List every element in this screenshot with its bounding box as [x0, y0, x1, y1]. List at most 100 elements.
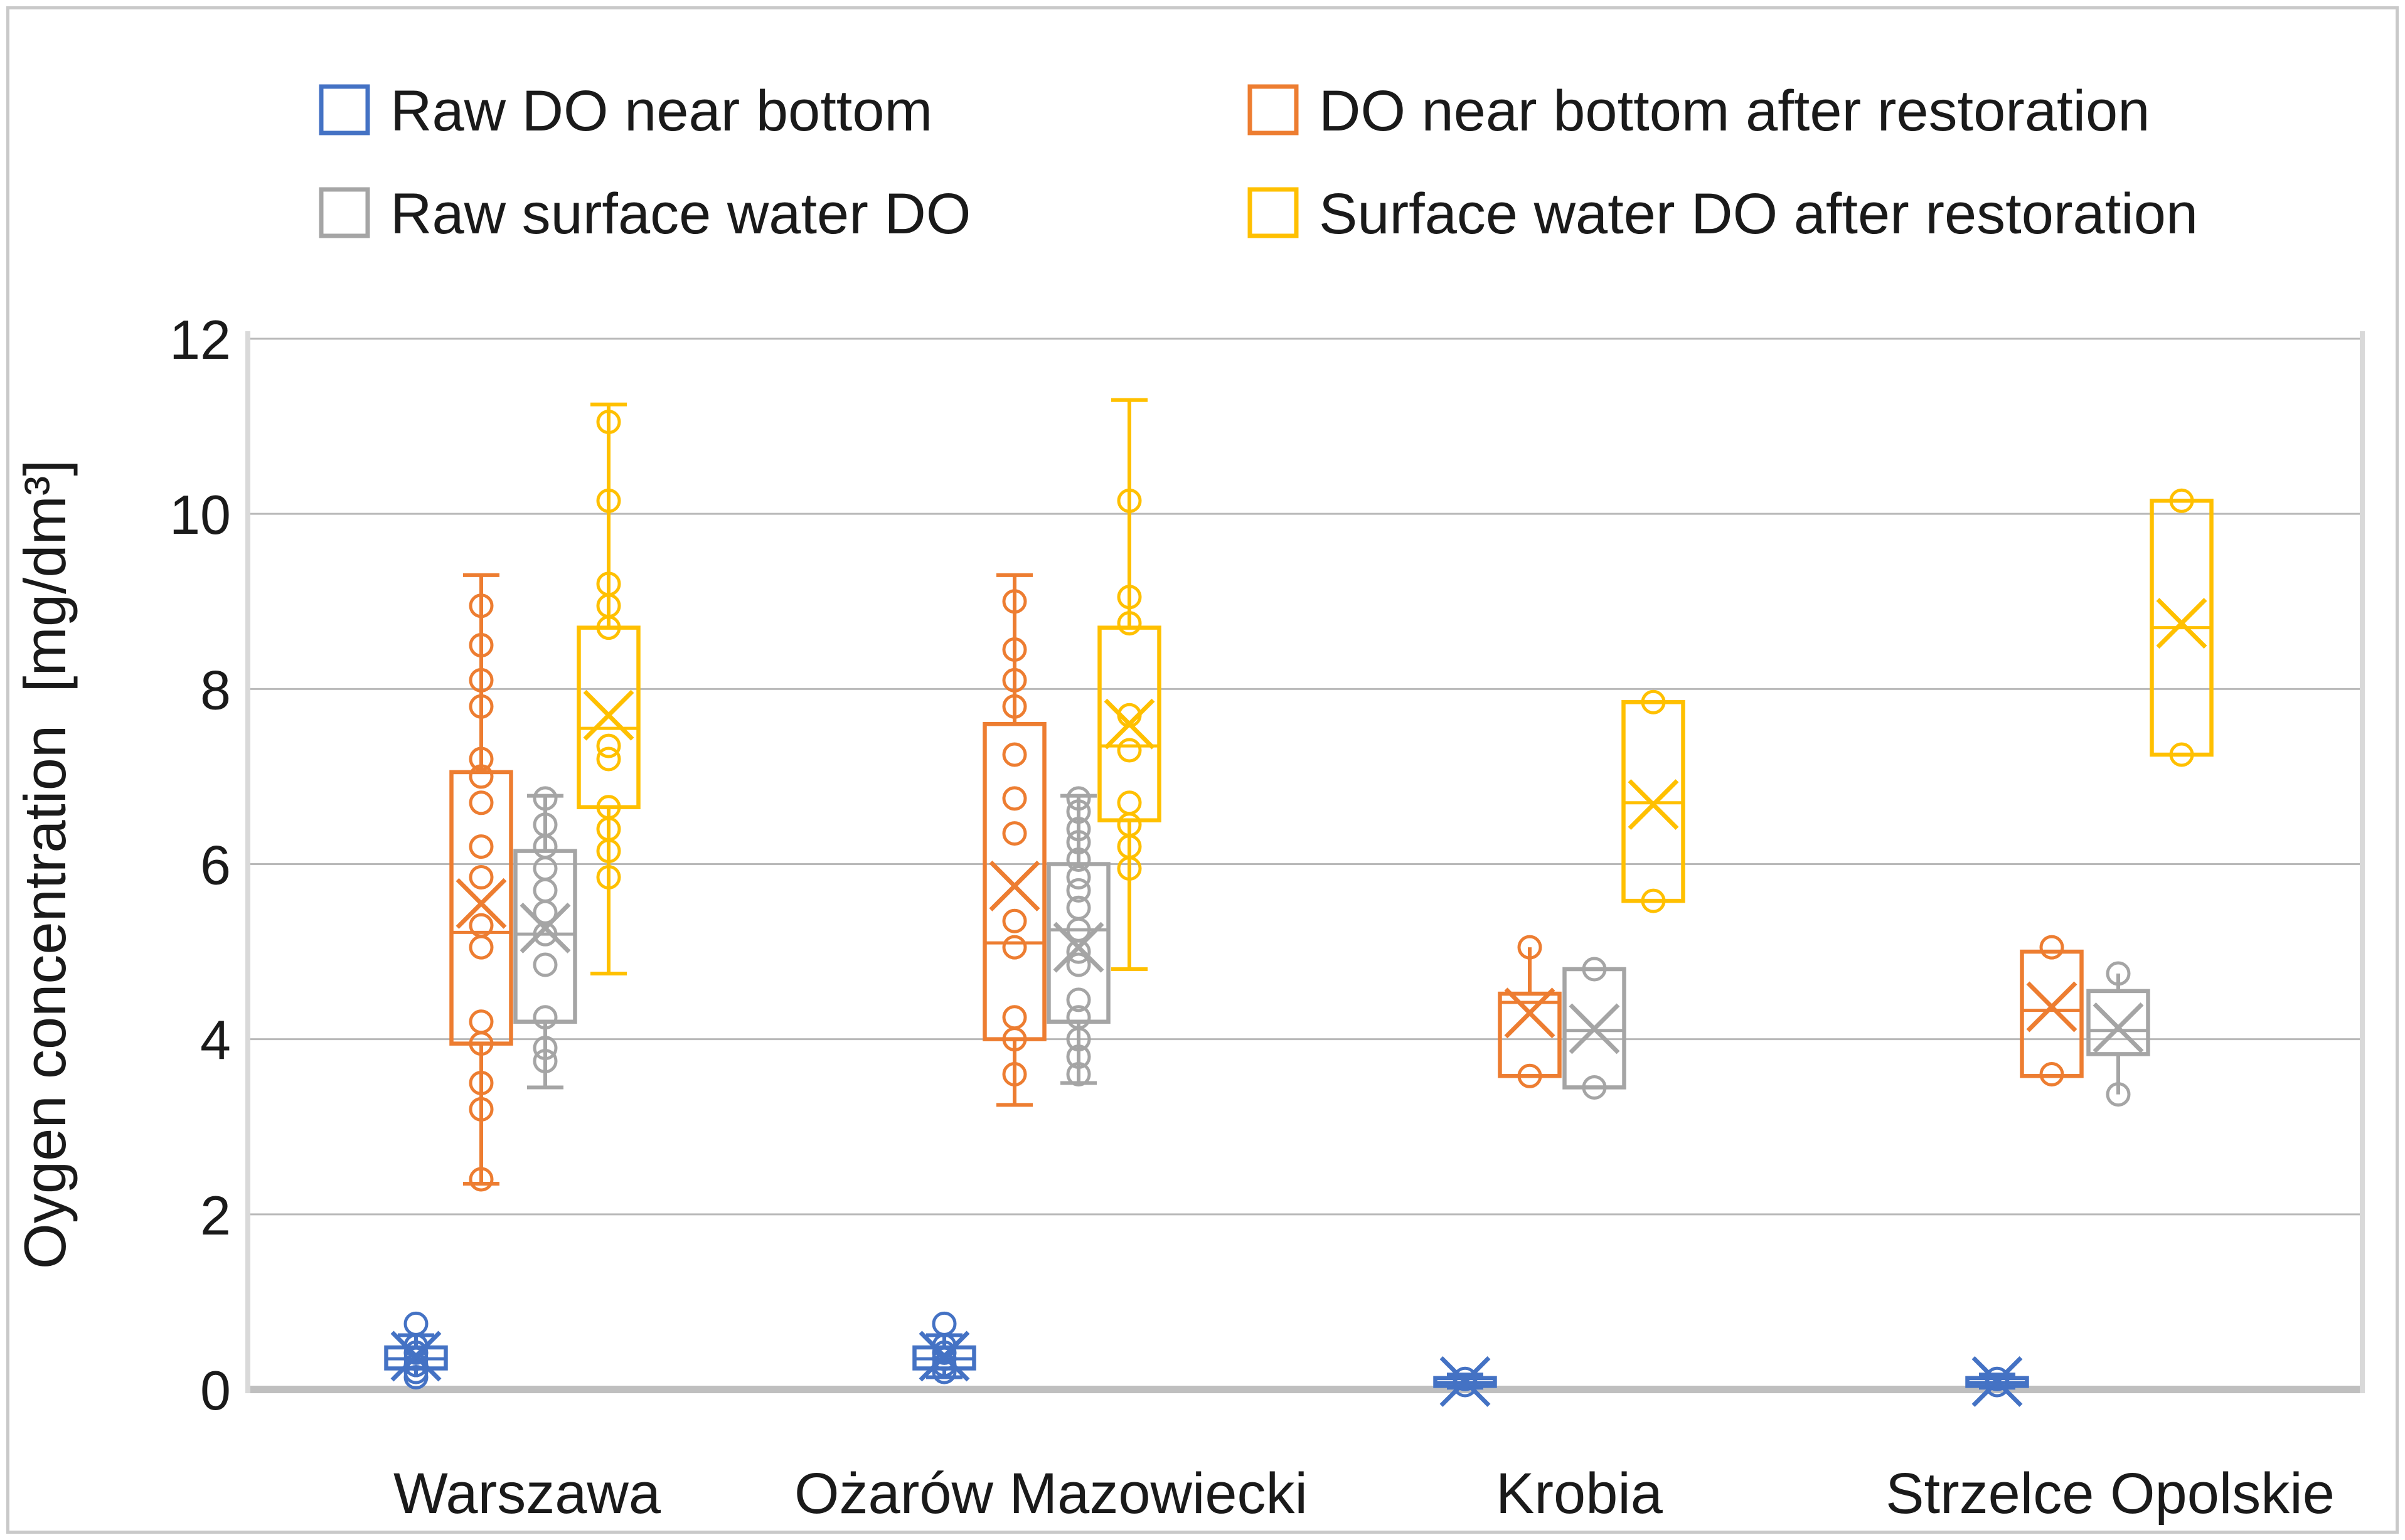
data-point	[2039, 935, 2064, 960]
mean-marker	[989, 860, 1040, 911]
boxplot-raw-surface-water-do	[1047, 786, 1111, 1086]
data-point	[1117, 585, 1142, 610]
data-point	[1517, 935, 1542, 960]
data-point	[469, 593, 494, 619]
data-point	[469, 746, 494, 772]
data-point	[2106, 1082, 2131, 1107]
mean-marker	[2026, 981, 2077, 1033]
x-category-label: Warszawa	[393, 1462, 661, 1526]
mean-marker	[1439, 1356, 1491, 1407]
y-tick-label: 0	[200, 1359, 231, 1421]
legend-swatch-do-near-bottom-after-restoration	[1247, 84, 1299, 135]
boxplot-surface-water-do-after-restoration	[577, 402, 641, 975]
boxplot-raw-do-near-bottom	[384, 1311, 448, 1389]
data-point	[469, 1097, 494, 1122]
data-point	[932, 1340, 957, 1365]
mean-marker	[1104, 698, 1155, 750]
x-category-label: Strzelce Opolskie	[1885, 1462, 2335, 1526]
mean-marker	[1971, 1356, 2023, 1407]
data-point	[1002, 1005, 1027, 1030]
legend-swatch-raw-do-near-bottom	[319, 84, 370, 135]
mean-marker	[583, 689, 634, 741]
data-point	[533, 1036, 558, 1061]
mean-marker	[2093, 1002, 2144, 1053]
y-tick-label: 4	[200, 1009, 231, 1071]
data-point	[469, 1031, 494, 1056]
boxplot-do-near-bottom-after-restoration	[1498, 935, 1562, 1088]
box	[449, 770, 513, 1046]
data-point	[469, 633, 494, 658]
data-point	[1641, 888, 1666, 913]
data-point	[1066, 847, 1091, 873]
data-point	[403, 1340, 429, 1365]
data-point	[533, 900, 558, 925]
plot-frame	[245, 331, 2365, 1393]
data-point	[596, 410, 621, 435]
data-point	[533, 1049, 558, 1074]
mean-marker	[1053, 921, 1104, 973]
data-point	[469, 834, 494, 859]
legend-swatch-surface-water-do-after-restoration	[1247, 187, 1299, 238]
x-category-label: Ożarów Mazowiecki	[794, 1462, 1308, 1526]
data-point	[1117, 703, 1142, 728]
y-tick-label: 2	[200, 1184, 231, 1246]
data-point	[403, 1364, 429, 1389]
mean-marker	[520, 902, 571, 953]
y-tick-label: 10	[169, 484, 231, 546]
boxplot-raw-do-near-bottom	[1965, 1356, 2029, 1407]
data-point	[932, 1311, 957, 1336]
data-point	[469, 1167, 494, 1192]
box	[513, 849, 577, 1024]
data-point	[1066, 1027, 1091, 1052]
data-point	[403, 1346, 429, 1371]
box	[1498, 991, 1562, 1078]
data-point	[2039, 1062, 2064, 1086]
data-point	[1066, 799, 1091, 824]
data-point	[1066, 817, 1091, 842]
data-point	[596, 488, 621, 513]
box	[577, 625, 641, 810]
data-point	[403, 1333, 429, 1358]
x-category-label: Krobia	[1496, 1462, 1663, 1526]
data-point	[533, 1005, 558, 1030]
x-axis-category-labels: Warszawa Ożarów Mazowiecki Krobia Strzelce …	[393, 1462, 2335, 1526]
data-point	[469, 790, 494, 815]
data-point	[403, 1352, 429, 1378]
data-point	[932, 1352, 957, 1378]
data-point	[1582, 957, 1607, 982]
boxplot-surface-water-do-after-restoration	[2150, 488, 2214, 767]
legend-label-do-near-bottom-after-restoration: DO near bottom after restoration	[1319, 79, 2150, 143]
data-point	[469, 1009, 494, 1034]
box	[983, 721, 1047, 1041]
legend-label-surface-water-do-after-restoration: Surface water DO after restoration	[1319, 182, 2198, 246]
legend: Raw DO near bottom DO near bottom after …	[319, 79, 2198, 246]
data-point	[1517, 1063, 1542, 1088]
boxplot-surface-water-do-after-restoration	[1097, 398, 1161, 971]
y-axis-title: Oygen concentration [mg/dm³]	[12, 460, 78, 1269]
data-point	[1002, 637, 1027, 662]
boxplot-raw-do-near-bottom	[1433, 1356, 1497, 1407]
data-point	[469, 864, 494, 889]
data-point	[1453, 1373, 1478, 1398]
box-series	[384, 398, 2214, 1407]
data-point	[2106, 961, 2131, 986]
mean-marker	[1628, 779, 1679, 831]
data-point	[1066, 786, 1091, 811]
data-point	[469, 1070, 494, 1095]
y-tick-label: 6	[200, 834, 231, 896]
data-point	[533, 786, 558, 811]
legend-label-raw-do-near-bottom: Raw DO near bottom	[390, 79, 932, 143]
data-point	[932, 1346, 957, 1371]
data-point	[533, 878, 558, 903]
data-point	[1066, 1062, 1091, 1086]
data-point	[1002, 1062, 1027, 1086]
data-point	[469, 667, 494, 693]
data-point	[533, 921, 558, 947]
box	[2086, 989, 2150, 1056]
data-point	[1117, 488, 1142, 513]
y-tick-label: 8	[200, 659, 231, 721]
data-point	[596, 864, 621, 889]
data-point	[596, 733, 621, 758]
data-point	[1066, 864, 1091, 889]
